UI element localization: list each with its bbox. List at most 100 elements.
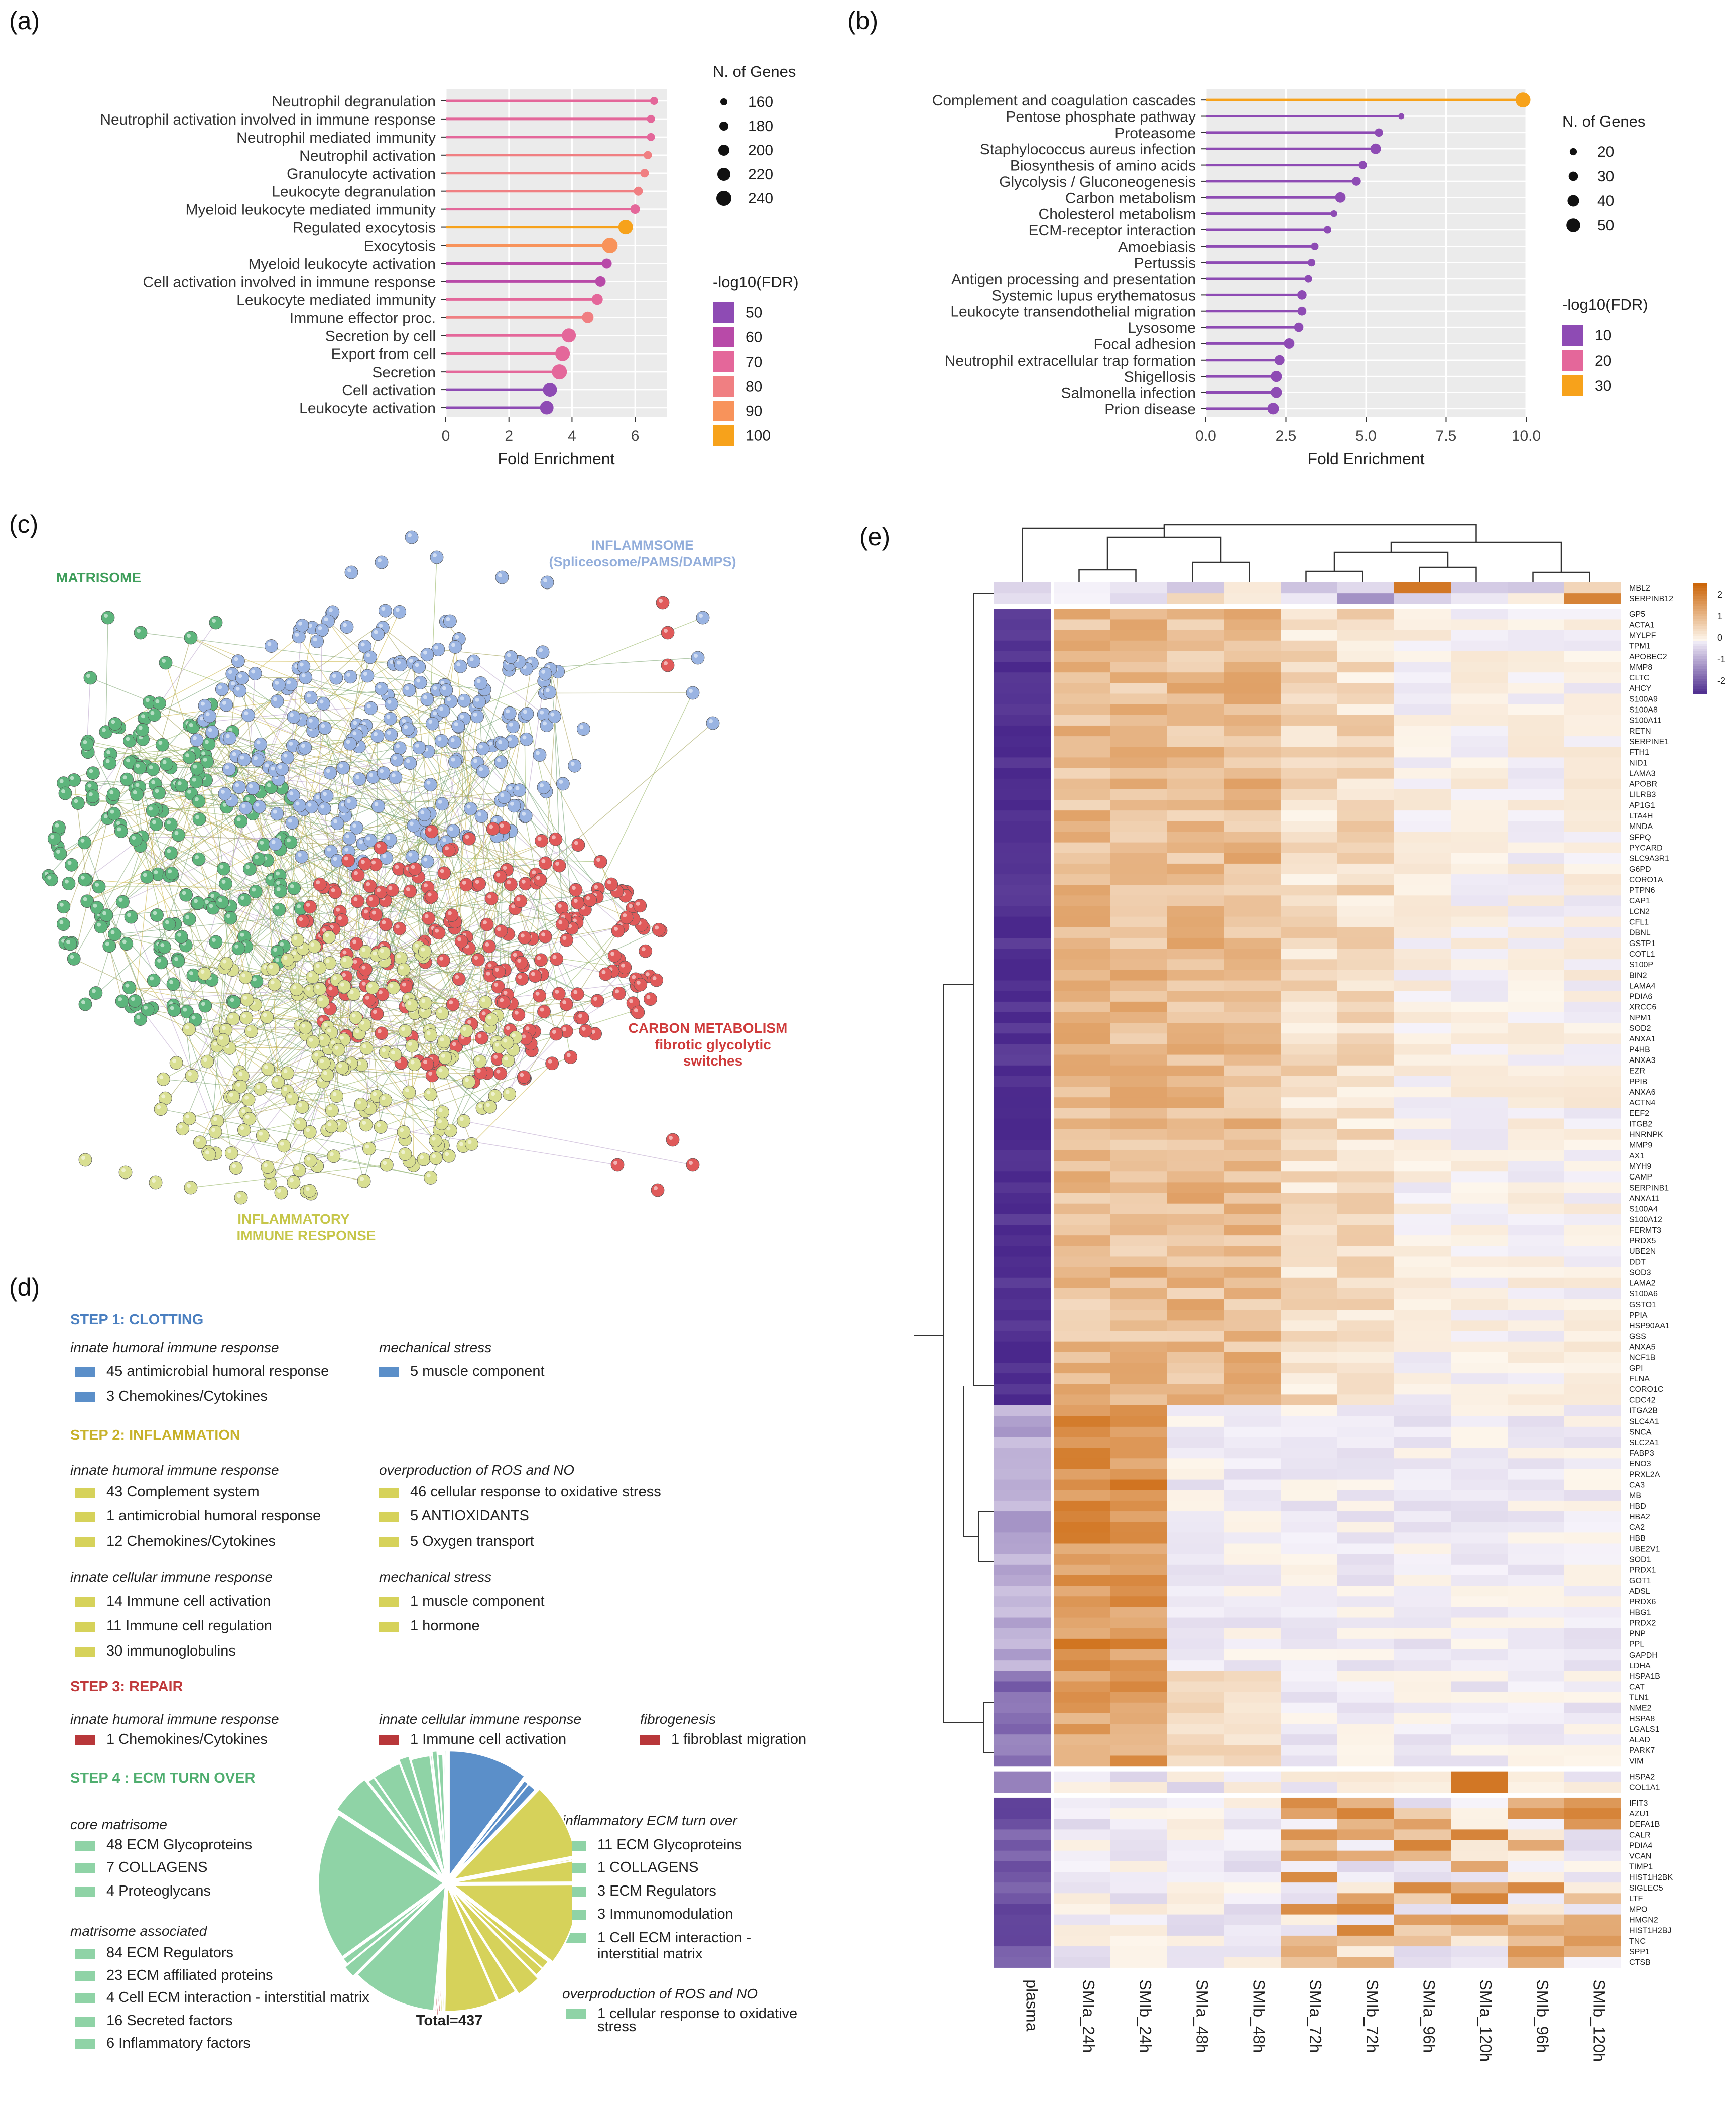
network-node-highlight [508, 786, 512, 790]
network-node [107, 807, 121, 821]
heatmap-cell [1281, 1150, 1337, 1161]
network-edge [388, 695, 515, 806]
heatmap-cell [994, 1724, 1051, 1735]
network-node-highlight [59, 920, 64, 924]
network-node-highlight [550, 712, 555, 717]
network-node [184, 631, 198, 645]
network-node [344, 796, 358, 810]
network-edge [145, 718, 199, 775]
heatmap-cell [1564, 725, 1621, 737]
heatmap-cell [1451, 1617, 1508, 1629]
heatmap-cell [1508, 1448, 1564, 1459]
network-node-highlight [493, 1054, 498, 1059]
network-node-highlight [409, 658, 413, 663]
heatmap-row-label: PRDX1 [1629, 1566, 1656, 1575]
heatmap-cell [1110, 1373, 1167, 1384]
heatmap-cell [1224, 672, 1281, 683]
heatmap-cell [1451, 1671, 1508, 1682]
network-node [198, 999, 212, 1013]
heatmap-cell [1394, 630, 1451, 641]
heatmap-cell [1508, 937, 1564, 949]
network-node-highlight [374, 630, 378, 634]
heatmap-row-label: GSTO1 [1629, 1301, 1656, 1309]
network-node-highlight [362, 1044, 367, 1048]
network-node-highlight [494, 983, 499, 987]
heatmap-cell [1394, 1087, 1451, 1098]
heatmap-cell [994, 1267, 1051, 1278]
heatmap-cell [1337, 757, 1394, 769]
heatmap-cell [1394, 874, 1451, 885]
heatmap-cell [1451, 1288, 1508, 1300]
heatmap-cell [1508, 593, 1564, 604]
heatmap-cell [1281, 895, 1337, 907]
network-node [462, 832, 476, 846]
network-node [249, 885, 263, 898]
heatmap-cell [1451, 1108, 1508, 1119]
network-node [80, 737, 94, 751]
network-node-highlight [328, 608, 333, 612]
heatmap-cell [1054, 1586, 1110, 1597]
network-node [380, 1158, 394, 1172]
heatmap-cell [1508, 991, 1564, 1002]
network-node-highlight [371, 860, 376, 865]
heatmap-cell [994, 693, 1051, 705]
heatmap-cell [1564, 1139, 1621, 1151]
network-node-highlight [360, 1020, 365, 1025]
heatmap-cell [1167, 789, 1224, 800]
network-node-highlight [211, 938, 216, 942]
heatmap-cell [1167, 582, 1224, 594]
heatmap-cell [1224, 1490, 1281, 1501]
network-node [101, 611, 115, 625]
network-node-highlight [389, 984, 394, 988]
heatmap-cell [994, 1118, 1051, 1130]
network-node [375, 555, 389, 569]
lollipop-point [1311, 242, 1319, 250]
heatmap-row-label: CORO1C [1629, 1385, 1663, 1394]
heatmap-legend-step [1693, 654, 1707, 657]
network-node [536, 645, 550, 659]
heatmap-cell [1451, 842, 1508, 854]
heatmap-cell [1508, 1299, 1564, 1310]
network-node-highlight [315, 795, 320, 799]
network-node-highlight [83, 740, 87, 744]
heatmap-cell [1564, 1288, 1621, 1300]
size-legend-label: 20 [1597, 144, 1614, 160]
heatmap-cell [1451, 853, 1508, 864]
heatmap-cell [1394, 1904, 1451, 1915]
network-node-highlight [263, 965, 268, 969]
category-label: Leukocyte mediated immunity [236, 292, 436, 308]
heatmap-cell [1337, 1044, 1394, 1055]
heatmap-cell [1110, 1023, 1167, 1034]
network-node-highlight [213, 1041, 217, 1046]
heatmap-cell [1508, 1087, 1564, 1098]
heatmap-legend-step [1693, 684, 1707, 687]
heatmap-cell [1337, 1671, 1394, 1682]
heatmap-cell [1224, 1076, 1281, 1087]
network-node-highlight [477, 1034, 482, 1038]
heatmap-cell [1508, 1586, 1564, 1597]
heatmap-cell [1337, 1782, 1394, 1793]
heatmap-cell [1564, 1808, 1621, 1819]
heatmap-cell [1508, 1628, 1564, 1639]
heatmap-cell [1508, 1649, 1564, 1661]
network-node-highlight [149, 765, 153, 770]
network-node-highlight [199, 716, 204, 721]
network-node-highlight [81, 1000, 85, 1004]
heatmap-cell [1451, 1872, 1508, 1883]
heatmap-cell [1281, 1755, 1337, 1767]
heatmap-cell [1394, 1277, 1451, 1289]
network-node [514, 894, 527, 908]
network-node-highlight [161, 1094, 166, 1099]
lollipop-point [1267, 403, 1279, 415]
heatmap-legend-step [1693, 594, 1707, 597]
heatmap-cell [1337, 1904, 1394, 1915]
heatmap-cell [1451, 1882, 1508, 1894]
network-node-highlight [500, 998, 504, 1002]
heatmap-cell [1054, 1139, 1110, 1151]
heatmap-cell [1451, 640, 1508, 652]
network-node [78, 1153, 92, 1167]
heatmap-row-label: S100A9 [1629, 695, 1658, 703]
heatmap-cell [994, 593, 1051, 604]
heatmap-cell [1054, 1782, 1110, 1793]
heatmap-cell [994, 1065, 1051, 1077]
